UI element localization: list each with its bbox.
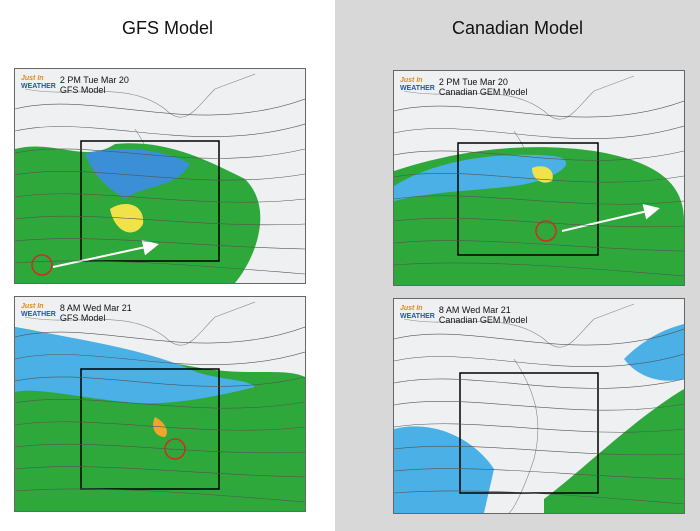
map-model: Canadian GEM Model	[438, 315, 528, 325]
map-panel: Just In WEATHER 8 AM Wed Mar 21 GFS Model	[14, 296, 306, 512]
map-label: Just In WEATHER 8 AM Wed Mar 21 GFS Model	[21, 303, 132, 323]
weather-map	[15, 73, 305, 283]
map-model: GFS Model	[59, 313, 106, 323]
logo-top: Just In	[400, 77, 423, 84]
logo-bottom: WEATHER	[400, 313, 435, 320]
logo-bottom: WEATHER	[21, 83, 56, 90]
map-label: Just In WEATHER 8 AM Wed Mar 21 Canadian GE…	[400, 305, 527, 325]
map-time: 2 PM Tue Mar 20	[438, 77, 508, 87]
logo-top: Just In	[21, 75, 44, 82]
map-label: Just In WEATHER 2 PM Tue Mar 20 Canadian GE…	[400, 77, 527, 97]
logo: Just In WEATHER	[21, 75, 56, 95]
weather-map	[394, 303, 684, 513]
map-text: 2 PM Tue Mar 20 GFS Model	[60, 75, 129, 95]
map-model: GFS Model	[59, 85, 106, 95]
map-text: 8 AM Wed Mar 21 GFS Model	[60, 303, 132, 323]
weather-map	[394, 75, 684, 285]
weather-map	[15, 301, 305, 511]
map-time: 8 AM Wed Mar 21	[438, 305, 511, 315]
map-panel: Just In WEATHER 2 PM Tue Mar 20 GFS Model	[14, 68, 306, 284]
logo: Just In WEATHER	[21, 303, 56, 323]
column-title: GFS Model	[121, 18, 214, 38]
map-panel: Just In WEATHER 2 PM Tue Mar 20 Canadian GE…	[393, 70, 685, 286]
map-text: 2 PM Tue Mar 20 Canadian GEM Model	[439, 77, 528, 97]
logo: Just In WEATHER	[400, 77, 435, 97]
logo-bottom: WEATHER	[21, 311, 56, 318]
map-model: Canadian GEM Model	[438, 87, 528, 97]
map-time: 8 AM Wed Mar 21	[59, 303, 132, 313]
logo-top: Just In	[400, 305, 423, 312]
column-title: Canadian Model	[451, 18, 584, 38]
map-panel: Just In WEATHER 8 AM Wed Mar 21 Canadian GE…	[393, 298, 685, 514]
map-label: Just In WEATHER 2 PM Tue Mar 20 GFS Model	[21, 75, 129, 95]
logo: Just In WEATHER	[400, 305, 435, 325]
logo-top: Just In	[21, 303, 44, 310]
map-text: 8 AM Wed Mar 21 Canadian GEM Model	[439, 305, 528, 325]
map-time: 2 PM Tue Mar 20	[59, 75, 129, 85]
logo-bottom: WEATHER	[400, 85, 435, 92]
